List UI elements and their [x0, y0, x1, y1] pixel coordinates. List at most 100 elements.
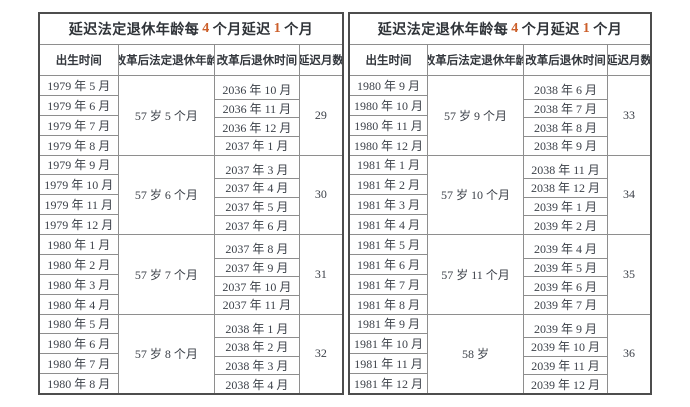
retirement-month-cell: 2037 年 11 月 — [222, 298, 292, 313]
retirement-month-cell: 2037 年 1 月 — [225, 139, 289, 154]
retirement-month-cell: 2039 年 5 月 — [524, 259, 607, 278]
age-group-row: 1980 年 5 月 1980 年 6 月 1980 年 7 月 1980 年 … — [40, 314, 342, 393]
retirement-age-cell: 57 岁 10 个月 — [428, 155, 524, 234]
title-highlight-number: 4 — [202, 21, 210, 36]
retirement-months-column: 2037 年 8 月 2037 年 9 月 2037 年 10 月 2037 年… — [215, 235, 300, 314]
birth-month-cell: 1981 年 3 月 — [350, 195, 427, 216]
retirement-month-cell: 2037 年 4 月 — [215, 179, 299, 198]
retirement-month-cell: 2039 年 2 月 — [533, 218, 597, 233]
table-title-left: 延迟法定退休年龄每 4 个月延迟 1 个月 — [40, 14, 342, 45]
birth-month-cell: 1981 年 2 月 — [350, 175, 427, 196]
birth-months-column: 1981 年 9 月 1981 年 10 月 1981 年 11 月 1981 … — [350, 314, 428, 393]
delay-months-cell: 33 — [623, 107, 635, 122]
retirement-month-cell: 2039 年 11 月 — [524, 357, 607, 376]
retirement-age-cell: 57 岁 5 个月 — [119, 76, 216, 155]
retirement-age-cell: 57 岁 11 个月 — [428, 235, 524, 314]
retirement-age-cell: 57 岁 8 个月 — [119, 314, 216, 393]
delay-months-cell: 31 — [314, 266, 327, 281]
birth-month-cell: 1980 年 9 月 — [350, 76, 427, 96]
birth-month-cell: 1980 年 2 月 — [40, 255, 118, 275]
retirement-age-cell: 58 岁 — [428, 314, 524, 393]
title-text: 个月延迟 — [212, 23, 271, 38]
birth-month-cell: 1980 年 12 月 — [353, 138, 423, 153]
retirement-month-cell: 2037 年 10 月 — [215, 277, 299, 296]
retirement-months-column: 2038 年 6 月 2038 年 7 月 2038 年 8 月 2038 年 … — [524, 76, 608, 155]
table-title-right: 延迟法定退休年龄每 4 个月延迟 1 个月 — [350, 14, 650, 45]
birth-month-cell: 1979 年 6 月 — [40, 96, 118, 116]
title-highlight-number: 1 — [273, 21, 282, 36]
retirement-months-column: 2039 年 4 月 2039 年 5 月 2039 年 6 月 2039 年 … — [524, 235, 608, 314]
birth-months-column: 1979 年 5 月 1979 年 6 月 1979 年 7 月 1979 年 … — [40, 76, 119, 155]
age-group-row: 1980 年 1 月 1980 年 2 月 1980 年 3 月 1980 年 … — [40, 235, 342, 315]
column-header-row: 出生时间 改革后法定退休年龄 改革后退休时间 延迟月数 — [40, 45, 342, 76]
retirement-month-cell: 2038 年 2 月 — [215, 338, 299, 357]
birth-month-cell: 1981 年 10 月 — [350, 334, 427, 355]
birth-month-cell: 1979 年 10 月 — [40, 175, 118, 196]
retirement-month-cell: 2036 年 11 月 — [215, 100, 299, 119]
retirement-months-column: 2038 年 1 月 2038 年 2 月 2038 年 3 月 2038 年 … — [215, 314, 300, 393]
column-header-retirement-age: 改革后法定退休年龄 — [119, 45, 216, 75]
birth-month-cell: 1980 年 4 月 — [47, 297, 111, 312]
birth-month-cell: 1979 年 5 月 — [40, 76, 118, 96]
column-header-delay-months: 延迟月数 — [608, 55, 650, 67]
birth-month-cell: 1980 年 6 月 — [40, 334, 118, 355]
retirement-month-cell: 2037 年 3 月 — [215, 161, 299, 180]
retirement-age-cell: 57 岁 9 个月 — [428, 76, 524, 155]
retirement-months-column: 2037 年 3 月 2037 年 4 月 2037 年 5 月 2037 年 … — [215, 155, 300, 234]
birth-month-cell: 1981 年 6 月 — [350, 255, 427, 275]
delay-months-cell: 35 — [623, 266, 635, 281]
birth-month-cell: 1979 年 12 月 — [44, 218, 114, 233]
birth-month-cell: 1980 年 11 月 — [350, 116, 427, 136]
delay-months-cell: 32 — [314, 346, 327, 361]
retirement-month-cell: 2037 年 6 月 — [225, 218, 289, 233]
age-group-row: 1981 年 9 月 1981 年 10 月 1981 年 11 月 1981 … — [350, 314, 650, 393]
age-group-row: 1981 年 5 月 1981 年 6 月 1981 年 7 月 1981 年 … — [350, 235, 650, 315]
delay-months-cell: 34 — [623, 187, 635, 202]
column-header-birth-date: 出生时间 — [40, 45, 119, 75]
retirement-month-cell: 2039 年 6 月 — [524, 277, 607, 296]
retirement-month-cell: 2038 年 6 月 — [524, 81, 607, 100]
retirement-age-cell: 57 岁 6 个月 — [119, 155, 216, 234]
retirement-month-cell: 2038 年 4 月 — [225, 377, 289, 392]
birth-month-cell: 1981 年 9 月 — [350, 315, 427, 335]
birth-months-column: 1981 年 1 月 1981 年 2 月 1981 年 3 月 1981 年 … — [350, 155, 428, 234]
birth-month-cell: 1980 年 8 月 — [47, 377, 111, 392]
birth-months-column: 1980 年 5 月 1980 年 6 月 1980 年 7 月 1980 年 … — [40, 314, 119, 393]
retirement-month-cell: 2038 年 11 月 — [524, 161, 607, 180]
retirement-month-cell: 2037 年 5 月 — [215, 198, 299, 217]
birth-month-cell: 1981 年 7 月 — [350, 275, 427, 295]
delay-months-cell: 29 — [314, 107, 327, 122]
retirement-month-cell: 2038 年 1 月 — [215, 320, 299, 339]
retirement-months-column: 2036 年 10 月 2036 年 11 月 2036 年 12 月 2037… — [215, 76, 300, 155]
column-header-birth-date: 出生时间 — [350, 45, 428, 75]
title-highlight-number: 4 — [511, 21, 519, 36]
birth-month-cell: 1979 年 8 月 — [47, 138, 111, 153]
birth-months-column: 1979 年 9 月 1979 年 10 月 1979 年 11 月 1979 … — [40, 155, 119, 234]
birth-month-cell: 1981 年 5 月 — [350, 235, 427, 255]
retirement-month-cell: 2038 年 8 月 — [524, 118, 607, 137]
birth-month-cell: 1980 年 3 月 — [40, 275, 118, 295]
birth-month-cell: 1980 年 10 月 — [350, 96, 427, 116]
column-header-retirement-date: 改革后退休时间 — [524, 45, 608, 75]
retirement-month-cell: 2036 年 10 月 — [215, 81, 299, 100]
retirement-month-cell: 2039 年 4 月 — [524, 240, 607, 259]
retirement-month-cell: 2037 年 8 月 — [215, 240, 299, 259]
birth-months-column: 1980 年 1 月 1980 年 2 月 1980 年 3 月 1980 年 … — [40, 235, 119, 314]
title-highlight-number: 1 — [582, 21, 591, 36]
retirement-months-column: 2038 年 11 月 2038 年 12 月 2039 年 1 月 2039 … — [524, 155, 608, 234]
retirement-month-cell: 2037 年 9 月 — [215, 259, 299, 278]
delay-months-cell: 30 — [314, 187, 327, 202]
birth-month-cell: 1979 年 11 月 — [40, 195, 118, 216]
retirement-month-cell: 2038 年 3 月 — [215, 357, 299, 376]
retirement-month-cell: 2039 年 9 月 — [524, 320, 607, 339]
age-group-row: 1981 年 1 月 1981 年 2 月 1981 年 3 月 1981 年 … — [350, 155, 650, 235]
retirement-month-cell: 2039 年 10 月 — [524, 338, 607, 357]
retirement-month-cell: 2036 年 12 月 — [215, 118, 299, 137]
birth-months-column: 1981 年 5 月 1981 年 6 月 1981 年 7 月 1981 年 … — [350, 235, 428, 314]
birth-month-cell: 1981 年 11 月 — [350, 354, 427, 375]
title-text: 延迟法定退休年龄每 — [377, 23, 509, 38]
column-header-delay-months: 延迟月数 — [299, 55, 342, 67]
birth-month-cell: 1981 年 12 月 — [353, 377, 423, 392]
column-header-row: 出生时间 改革后法定退休年龄 改革后退休时间 延迟月数 — [350, 45, 650, 76]
age-group-row: 1979 年 9 月 1979 年 10 月 1979 年 11 月 1979 … — [40, 155, 342, 235]
